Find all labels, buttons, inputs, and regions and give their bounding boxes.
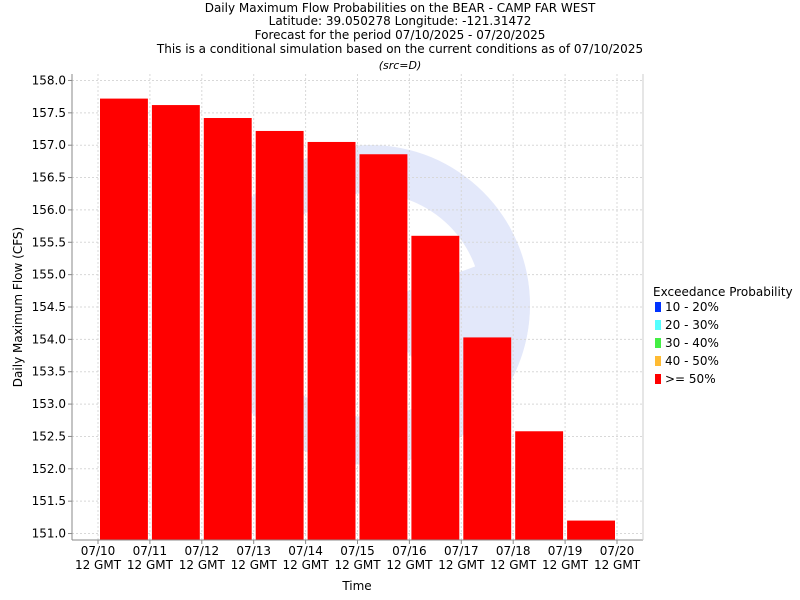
x-tick-date: 07/13 [236,544,271,558]
grid-lines [72,74,643,540]
y-tick-label: 157.0 [32,138,66,152]
flow-bar [307,141,356,541]
legend-item-label: 20 - 30% [665,318,719,332]
flow-bar [515,431,564,540]
x-tick-date: 07/14 [288,544,323,558]
x-tick-time: 12 GMT [386,558,433,572]
y-tick-label: 157.5 [32,106,66,120]
x-tick-time: 12 GMT [594,558,641,572]
flow-bar [463,337,512,540]
chart-source-note: (src=D) [379,59,422,72]
legend-item-label: 40 - 50% [665,354,719,368]
y-axis-ticks: 151.0 151.5 152.0 152.5 153.0 153.5 154.0 154.5… [32,73,72,541]
legend-swatch [655,356,661,366]
legend-swatch [655,338,661,348]
y-tick-label: 156.5 [32,171,66,185]
y-tick-label: 153.0 [32,397,66,411]
flow-bar [411,235,460,541]
legend-swatch [655,374,661,384]
y-tick-label: 156.0 [32,203,66,217]
y-tick-label: 158.0 [32,73,66,87]
x-tick-date: 07/12 [185,544,220,558]
x-tick-time: 12 GMT [438,558,485,572]
y-tick-label: 155.5 [32,235,66,249]
y-tick-label: 151.5 [32,494,66,508]
y-tick-label: 155.0 [32,268,66,282]
flow-bar [567,520,615,540]
y-tick-label: 154.5 [32,300,66,314]
y-tick-label: 154.0 [32,332,66,346]
legend-swatch [655,302,661,312]
legend-title: Exceedance Probability [653,285,793,299]
x-tick-time: 12 GMT [231,558,278,572]
legend-item-label: 30 - 40% [665,336,719,350]
x-tick-time: 12 GMT [283,558,330,572]
chart-subtitle-conditions: This is a conditional simulation based o… [156,42,643,56]
legend: Exceedance Probability 10 - 20% 20 - 30% 3… [653,285,793,386]
chart-title: Daily Maximum Flow Probabilities on the … [205,1,596,15]
legend-swatch [655,320,661,330]
x-tick-date: 07/17 [444,544,479,558]
x-tick-date: 07/11 [133,544,168,558]
x-tick-time: 12 GMT [490,558,537,572]
x-tick-time: 12 GMT [75,558,122,572]
flow-bar [100,98,148,540]
chart-subtitle-period: Forecast for the period 07/10/2025 - 07/… [255,28,546,42]
x-tick-date: 07/19 [548,544,583,558]
x-tick-date: 07/20 [600,544,635,558]
legend-item-label: 10 - 20% [665,300,719,314]
x-tick-date: 07/18 [496,544,531,558]
legend-items: 10 - 20% 20 - 30% 30 - 40% 40 - 50% >= 50% [655,300,719,386]
flow-bar [255,130,304,540]
y-tick-label: 152.0 [32,462,66,476]
x-axis-label: Time [341,579,371,593]
x-tick-time: 12 GMT [542,558,589,572]
y-axis-label: Daily Maximum Flow (CFS) [11,227,25,387]
flow-bar [359,154,408,540]
x-tick-date: 07/16 [392,544,427,558]
x-tick-date: 07/10 [81,544,116,558]
x-tick-time: 12 GMT [334,558,381,572]
chart-subtitle-location: Latitude: 39.050278 Longitude: -121.3147… [269,14,532,28]
flow-bar [151,105,200,541]
x-tick-date: 07/15 [340,544,375,558]
x-tick-time: 12 GMT [127,558,174,572]
y-tick-label: 151.0 [32,527,66,541]
y-tick-label: 152.5 [32,429,66,443]
legend-item-label: >= 50% [665,372,716,386]
bar-series-ge-50 [100,98,615,541]
x-tick-time: 12 GMT [179,558,226,572]
y-tick-label: 153.5 [32,365,66,379]
flow-bar [203,118,252,540]
